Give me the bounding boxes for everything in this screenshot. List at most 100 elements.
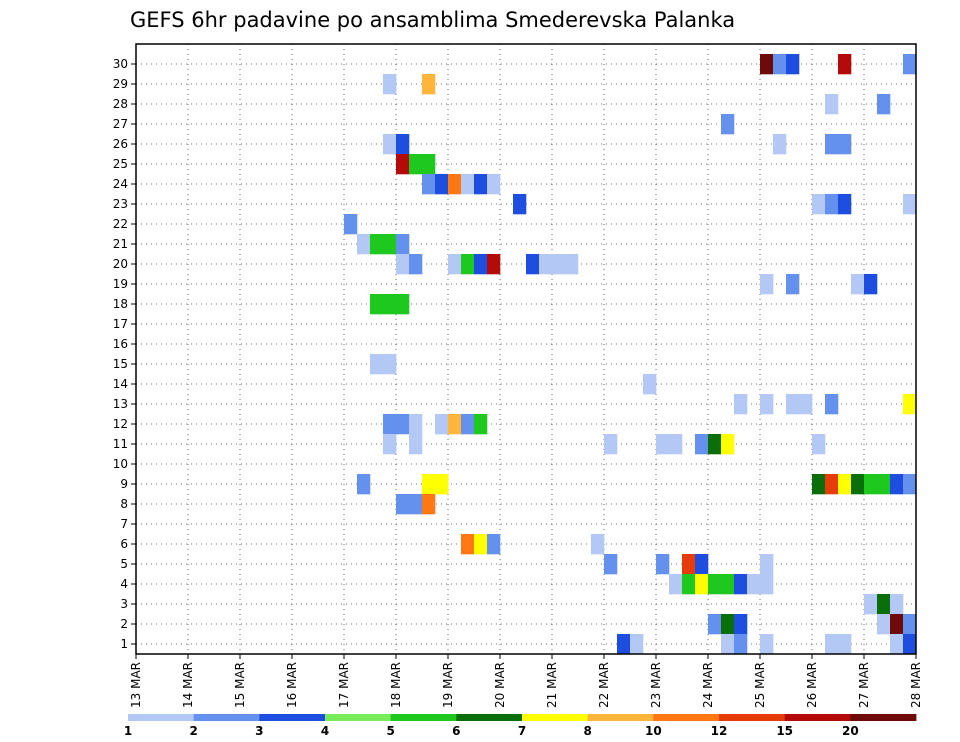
colorbar: 1 2 3 4 5 6 7 8 10 12 15 20 (124, 714, 917, 738)
colorbar-label: 12 (711, 724, 728, 738)
precip-cell (669, 574, 683, 595)
colorbar-swatch (390, 714, 457, 721)
precip-cell (591, 534, 605, 555)
precip-cell (838, 134, 852, 155)
precip-cell (422, 74, 436, 95)
y-tick-label: 1 (120, 637, 128, 651)
precip-cell (773, 134, 787, 155)
precip-cell (890, 594, 904, 615)
precip-cell (422, 494, 436, 515)
y-tick-label: 5 (120, 557, 128, 571)
precip-cell (695, 574, 709, 595)
precip-cell (682, 574, 696, 595)
precip-cell (396, 414, 410, 435)
precip-cell (604, 434, 618, 455)
precip-cell (474, 174, 488, 195)
y-tick-label: 6 (120, 537, 128, 551)
precip-cell (721, 434, 735, 455)
y-tick-label: 25 (113, 157, 128, 171)
precip-cell (409, 434, 423, 455)
precip-cell (877, 594, 891, 615)
x-tick-label: 24 MAR (701, 662, 715, 708)
y-tick-label: 17 (113, 317, 128, 331)
precip-cell (513, 194, 527, 215)
precip-cell (461, 534, 475, 555)
precip-cell (903, 634, 917, 655)
precip-cell (630, 634, 644, 655)
colorbar-swatch (456, 714, 523, 721)
precip-cell (903, 194, 917, 215)
precip-cell (461, 414, 475, 435)
y-tick-label: 11 (113, 437, 128, 451)
y-tick-label: 20 (113, 257, 128, 271)
colorbar-label: 7 (518, 724, 526, 738)
precip-cell (864, 274, 878, 295)
colorbar-label: 4 (321, 724, 329, 738)
precip-cell (760, 54, 774, 75)
precip-cell (396, 494, 410, 515)
precip-cell (721, 614, 735, 635)
colorbar-label: 1 (124, 724, 132, 738)
precip-cell (617, 634, 631, 655)
precip-cell (695, 554, 709, 575)
precip-cell (604, 554, 618, 575)
precip-cell (370, 294, 384, 315)
y-tick-label: 10 (113, 457, 128, 471)
precip-cell (357, 474, 371, 495)
precip-cell (396, 154, 410, 175)
precip-cell (409, 154, 423, 175)
y-tick-label: 24 (113, 177, 128, 191)
colorbar-swatch (653, 714, 720, 721)
precip-cell (409, 414, 423, 435)
precip-cell (747, 574, 761, 595)
x-tick-label: 19 MAR (441, 662, 455, 708)
precip-cell (448, 414, 462, 435)
precip-cell (734, 614, 748, 635)
precip-cell (838, 634, 852, 655)
x-tick-label: 23 MAR (649, 662, 663, 708)
colorbar-swatch (193, 714, 260, 721)
colorbar-label: 8 (583, 724, 591, 738)
x-tick-label: 27 MAR (857, 662, 871, 708)
colorbar-swatch (259, 714, 326, 721)
colorbar-label: 15 (776, 724, 793, 738)
precip-cell (812, 474, 826, 495)
precip-cell (734, 394, 748, 415)
precip-cell (383, 414, 397, 435)
precip-cell (344, 214, 358, 235)
precip-cell (877, 474, 891, 495)
precip-cell (708, 574, 722, 595)
precip-cell (890, 634, 904, 655)
precip-cell (435, 474, 449, 495)
y-tick-label: 12 (113, 417, 128, 431)
y-axis: 1234567891011121314151617181920212223242… (113, 57, 136, 651)
precip-cell (734, 634, 748, 655)
precip-cell (448, 254, 462, 275)
precip-cell (851, 474, 865, 495)
precip-cell (396, 234, 410, 255)
precip-cell (760, 634, 774, 655)
precip-cell (656, 434, 670, 455)
y-tick-label: 28 (113, 97, 128, 111)
precip-cell (838, 474, 852, 495)
y-tick-label: 30 (113, 57, 128, 71)
precip-cell (903, 614, 917, 635)
precip-cell (838, 54, 852, 75)
precip-cell (825, 94, 839, 115)
colorbar-swatch (325, 714, 392, 721)
y-tick-label: 19 (113, 277, 128, 291)
precip-cell (396, 294, 410, 315)
precip-cell (370, 234, 384, 255)
colorbar-swatch (587, 714, 654, 721)
colorbar-swatch (522, 714, 589, 721)
precip-cell (825, 634, 839, 655)
precip-cell (903, 394, 917, 415)
precip-cell (435, 414, 449, 435)
y-tick-label: 27 (113, 117, 128, 131)
precip-cell (370, 354, 384, 375)
y-tick-label: 23 (113, 197, 128, 211)
colorbar-swatch (719, 714, 786, 721)
precip-cell (357, 234, 371, 255)
x-tick-label: 26 MAR (805, 662, 819, 708)
colorbar-label: 2 (189, 724, 197, 738)
